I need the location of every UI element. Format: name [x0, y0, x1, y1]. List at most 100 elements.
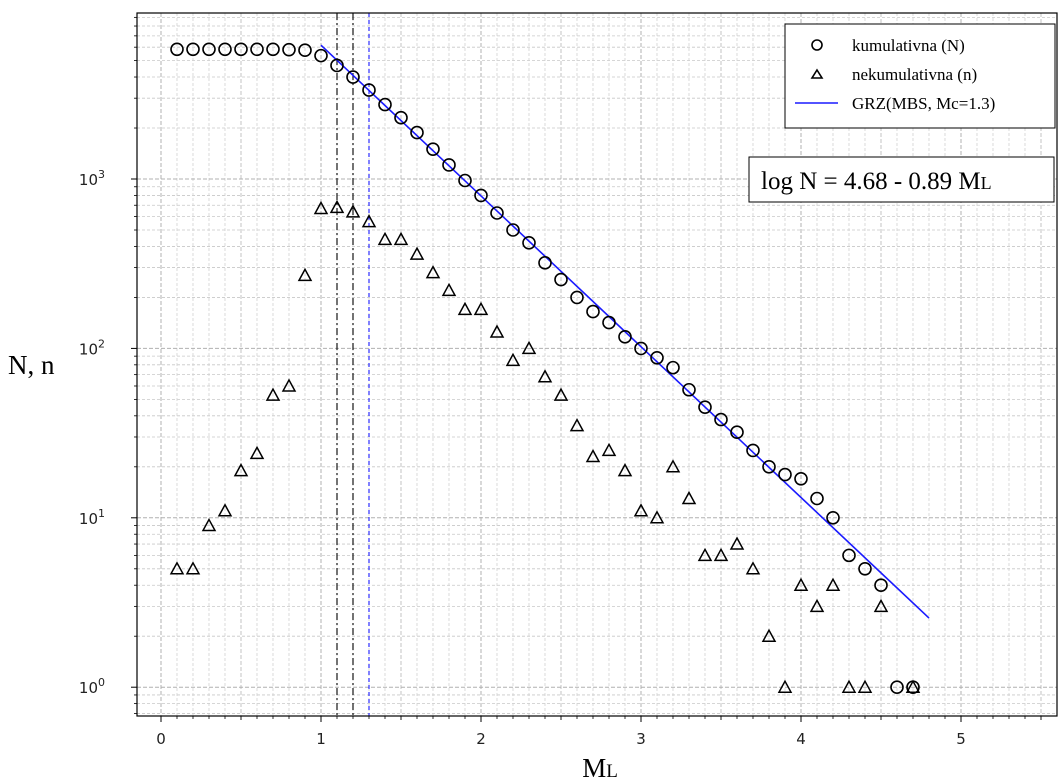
data-point-cumulative [218, 42, 232, 57]
legend-label-noncumulative: nekumulativna (n) [852, 65, 977, 84]
data-point-cumulative [410, 125, 424, 140]
data-point-noncumulative [329, 199, 345, 214]
data-point-noncumulative [633, 503, 649, 517]
data-point-cumulative [586, 304, 600, 319]
data-point-cumulative [682, 382, 696, 397]
x-tick-label: 4 [796, 730, 806, 748]
legend-label-cumulative: kumulativna (N) [852, 36, 965, 55]
x-tick-label: 3 [636, 730, 646, 748]
equation-main: log N = 4.68 - 0.89 M [761, 168, 981, 195]
data-point-noncumulative [617, 463, 633, 477]
data-point-cumulative [874, 578, 888, 593]
data-point-cumulative [442, 158, 456, 172]
data-point-cumulative [730, 425, 744, 440]
data-point-cumulative [826, 511, 840, 525]
legend-box [784, 23, 1056, 129]
data-point-cumulative [890, 680, 904, 695]
data-point-cumulative [810, 491, 824, 506]
data-point-cumulative [314, 48, 328, 63]
data-point-noncumulative [361, 214, 377, 228]
data-point-noncumulative [841, 679, 857, 693]
data-point-cumulative [570, 290, 584, 305]
data-point-noncumulative [857, 679, 873, 693]
data-point-noncumulative [393, 231, 409, 246]
data-point-cumulative [378, 97, 392, 112]
data-point-cumulative [634, 341, 648, 356]
data-point-noncumulative [217, 503, 233, 517]
data-point-noncumulative [745, 561, 761, 575]
data-point-noncumulative [809, 598, 825, 613]
data-point-noncumulative [473, 301, 489, 316]
data-point-noncumulative [665, 459, 681, 473]
data-point-noncumulative [905, 679, 921, 693]
data-point-cumulative [298, 43, 312, 57]
y-tick-label: 100 [79, 676, 105, 697]
data-point-noncumulative [313, 200, 329, 215]
equation-sub: L [981, 173, 992, 193]
legend-marker-circle [811, 39, 823, 51]
legend-label-fit: GRZ(MBS, Mc=1.3) [852, 94, 995, 113]
data-point-cumulative [714, 412, 728, 427]
magnitude-of-completeness-lines [336, 13, 370, 716]
data-point-cumulative [330, 58, 344, 73]
x-tick-label: 0 [156, 730, 166, 748]
minor-grid [137, 13, 1057, 716]
data-point-noncumulative [537, 369, 553, 383]
data-point-noncumulative [569, 418, 585, 432]
x-tick-label: 5 [956, 730, 966, 748]
data-point-noncumulative [201, 517, 217, 532]
data-point-noncumulative [825, 577, 841, 591]
y-axis-label: N, n [8, 350, 55, 380]
data-point-cumulative [266, 42, 280, 57]
data-point-noncumulative [169, 561, 185, 575]
legend-marker-triangle [810, 68, 824, 79]
equation-box [748, 156, 1055, 203]
data-point-noncumulative [521, 340, 537, 355]
data-point-cumulative [250, 42, 264, 57]
data-point-cumulative [506, 223, 520, 237]
data-point-cumulative [794, 471, 808, 486]
legend: kumulativna (N) nekumulativna (n) GRZ(MB… [784, 23, 1056, 129]
data-point-noncumulative [713, 547, 729, 562]
major-grid [137, 13, 1057, 716]
data-point-noncumulative [233, 463, 249, 477]
y-tick-label: 101 [79, 507, 105, 528]
x-axis-label-main: M [582, 753, 606, 783]
equation-text: log N = 4.68 - 0.89 ML [761, 168, 992, 195]
data-point-cumulative [426, 142, 440, 156]
data-point-cumulative [554, 272, 568, 287]
data-point-noncumulative [553, 387, 569, 401]
data-point-noncumulative [697, 547, 713, 562]
data-point-noncumulative [761, 628, 777, 642]
data-point-noncumulative [489, 324, 505, 338]
data-point-cumulative [858, 561, 872, 576]
data-point-cumulative [474, 188, 488, 203]
data-point-noncumulative [777, 679, 793, 693]
data-point-cumulative [666, 360, 680, 375]
data-point-cumulative [202, 42, 216, 57]
data-point-noncumulative [265, 387, 281, 401]
equation-annotation: log N = 4.68 - 0.89 ML [748, 156, 1055, 203]
data-point-noncumulative [249, 445, 265, 460]
data-point-noncumulative [185, 561, 201, 575]
data-point-cumulative [186, 42, 200, 57]
data-point-noncumulative [457, 301, 473, 316]
data-point-cumulative [346, 70, 360, 84]
data-point-cumulative [762, 460, 776, 474]
data-point-cumulative [842, 548, 856, 563]
data-point-noncumulative [601, 442, 617, 457]
data-point-cumulative [282, 42, 296, 57]
data-point-noncumulative [585, 448, 601, 463]
y-tick-label: 102 [79, 337, 105, 358]
data-point-cumulative [458, 173, 472, 188]
data-point-noncumulative [297, 267, 313, 282]
data-point-noncumulative [281, 378, 297, 392]
data-point-cumulative [698, 400, 712, 414]
data-point-noncumulative [425, 265, 441, 279]
data-point-noncumulative [873, 598, 889, 613]
y-tick-label: 103 [79, 168, 105, 189]
x-tick-label: 1 [316, 730, 326, 748]
data-point-cumulative [746, 443, 760, 458]
data-point-noncumulative [681, 490, 697, 505]
